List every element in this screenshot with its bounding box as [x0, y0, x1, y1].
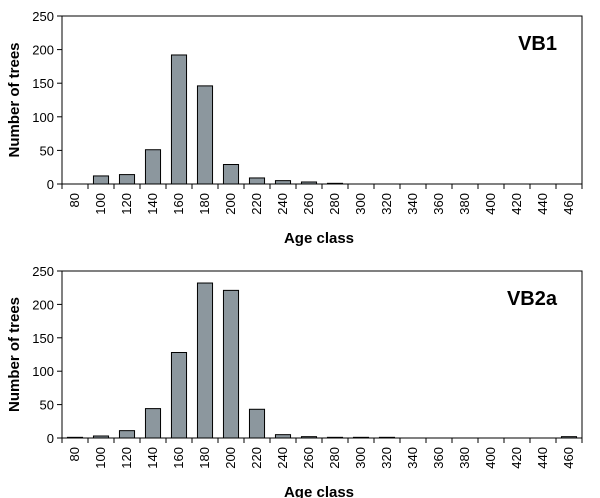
x-axis-title: Age class — [284, 230, 354, 247]
x-tick-label-100: 100 — [93, 447, 108, 469]
y-axis-title: Number of trees — [6, 297, 23, 412]
x-tick-label-300: 300 — [353, 193, 368, 215]
x-tick-label-260: 260 — [301, 447, 316, 469]
x-tick-label-240: 240 — [275, 193, 290, 215]
x-tick-label-420: 420 — [509, 193, 524, 215]
x-tick-label-300: 300 — [353, 447, 368, 469]
bar-120 — [118, 430, 136, 439]
y-tick-label: 0 — [47, 177, 54, 192]
bar-220 — [248, 177, 266, 185]
plot-frame — [61, 15, 583, 185]
x-tick-label-260: 260 — [301, 193, 316, 215]
x-tick-label-280: 280 — [327, 193, 342, 215]
x-tick-label-80: 80 — [67, 193, 82, 207]
x-tick-label-220: 220 — [249, 447, 264, 469]
x-tick-label-160: 160 — [171, 193, 186, 215]
y-tick-label: 50 — [40, 398, 54, 413]
bar-160 — [170, 351, 188, 439]
y-tick-label: 150 — [32, 331, 54, 346]
y-tick-label: 0 — [47, 431, 54, 446]
y-tick-label: 250 — [32, 9, 54, 24]
x-tick-label-320: 320 — [379, 193, 394, 215]
bar-100 — [92, 435, 110, 439]
bar-240 — [274, 434, 292, 439]
plot-frame — [61, 270, 583, 439]
x-tick-label-380: 380 — [457, 193, 472, 215]
bar-280 — [326, 436, 344, 439]
chart-panel-vb1: 0 50 100 150 200 250 80 100 120 140 160 180 200 220 24… — [6, 9, 583, 247]
bar-240 — [274, 180, 292, 185]
y-tick-label: 50 — [40, 143, 54, 158]
x-tick-label-280: 280 — [327, 447, 342, 469]
y-axis-title: Number of trees — [6, 42, 23, 157]
x-tick-label-420: 420 — [509, 447, 524, 469]
x-tick-label-160: 160 — [171, 447, 186, 469]
bar-220 — [248, 408, 266, 439]
x-tick-label-120: 120 — [119, 447, 134, 469]
bar-80 — [66, 436, 84, 439]
x-tick-label-440: 440 — [535, 193, 550, 215]
x-tick-label-180: 180 — [197, 193, 212, 215]
bar-300 — [352, 436, 370, 439]
y-tick-label: 150 — [32, 76, 54, 91]
x-tick-label-340: 340 — [405, 193, 420, 215]
panel-title: VB1 — [518, 33, 557, 55]
bar-200 — [222, 164, 240, 185]
x-axis-title: Age class — [284, 484, 354, 498]
x-tick-label-340: 340 — [405, 447, 420, 469]
x-tick-label-400: 400 — [483, 447, 498, 469]
x-tick-label-80: 80 — [67, 447, 82, 461]
bar-120 — [118, 174, 136, 185]
bar-140 — [144, 149, 162, 185]
x-tick-label-380: 380 — [457, 447, 472, 469]
bar-140 — [144, 408, 162, 439]
bar-100 — [92, 175, 110, 185]
y-tick-label: 200 — [32, 297, 54, 312]
x-tick-label-440: 440 — [535, 447, 550, 469]
bar-180 — [196, 282, 214, 439]
x-tick-label-100: 100 — [93, 193, 108, 215]
x-tick-label-220: 220 — [249, 193, 264, 215]
bar-260 — [300, 436, 318, 439]
y-tick-label: 100 — [32, 364, 54, 379]
x-tick-label-360: 360 — [431, 193, 446, 215]
x-tick-label-460: 460 — [561, 447, 576, 469]
bar-160 — [170, 54, 188, 185]
chart-panel-vb2a: 0 50 100 150 200 250 80 100 120 140 160 180 200 220 24… — [6, 264, 583, 498]
x-tick-label-140: 140 — [145, 193, 160, 215]
x-tick-label-200: 200 — [223, 193, 238, 215]
bar-280 — [326, 182, 344, 185]
y-tick-label: 250 — [32, 264, 54, 279]
x-tick-label-240: 240 — [275, 447, 290, 469]
x-tick-label-320: 320 — [379, 447, 394, 469]
y-tick-label: 200 — [32, 43, 54, 58]
bar-320 — [378, 436, 396, 439]
x-tick-label-120: 120 — [119, 193, 134, 215]
x-tick-label-200: 200 — [223, 447, 238, 469]
x-tick-label-360: 360 — [431, 447, 446, 469]
x-tick-label-180: 180 — [197, 447, 212, 469]
bar-260 — [300, 181, 318, 185]
bar-180 — [196, 85, 214, 185]
panel-title: VB2a — [507, 288, 558, 310]
x-tick-label-400: 400 — [483, 193, 498, 215]
y-tick-label: 100 — [32, 110, 54, 125]
bar-200 — [222, 289, 240, 439]
bar-460 — [560, 436, 578, 439]
x-tick-label-460: 460 — [561, 193, 576, 215]
x-tick-label-140: 140 — [145, 447, 160, 469]
